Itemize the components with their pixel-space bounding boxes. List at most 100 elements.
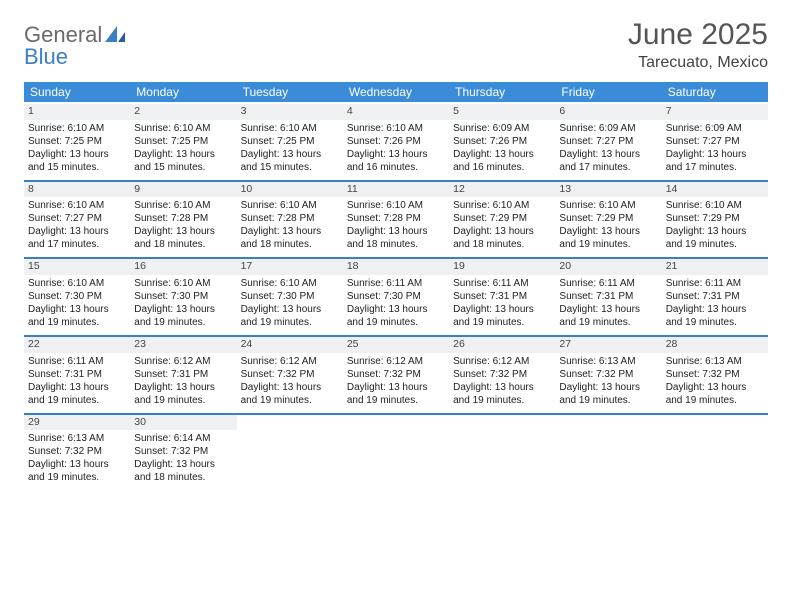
sunrise-line: Sunrise: 6:13 AM: [559, 356, 635, 367]
weekday-header: Saturday: [662, 82, 768, 102]
calendar-day-cell: 30Sunrise: 6:14 AMSunset: 7:32 PMDayligh…: [130, 414, 236, 491]
sunset-line: Sunset: 7:29 PM: [666, 213, 740, 224]
sunrise-line: Sunrise: 6:12 AM: [453, 356, 529, 367]
sunset-line: Sunset: 7:32 PM: [347, 369, 421, 380]
calendar-day-cell: 25Sunrise: 6:12 AMSunset: 7:32 PMDayligh…: [343, 336, 449, 414]
day-number: 12: [449, 182, 555, 198]
daylight-line: Daylight: 13 hours and 19 minutes.: [241, 304, 322, 328]
calendar-day-cell: 5Sunrise: 6:09 AMSunset: 7:26 PMDaylight…: [449, 102, 555, 181]
calendar-week-row: 8Sunrise: 6:10 AMSunset: 7:27 PMDaylight…: [24, 181, 768, 259]
calendar-table: Sunday Monday Tuesday Wednesday Thursday…: [24, 82, 768, 490]
calendar-day-cell: 20Sunrise: 6:11 AMSunset: 7:31 PMDayligh…: [555, 258, 661, 336]
calendar-day-cell: 15Sunrise: 6:10 AMSunset: 7:30 PMDayligh…: [24, 258, 130, 336]
sunset-line: Sunset: 7:26 PM: [453, 136, 527, 147]
sunset-line: Sunset: 7:32 PM: [241, 369, 315, 380]
daylight-line: Daylight: 13 hours and 19 minutes.: [28, 304, 109, 328]
day-number: 25: [343, 337, 449, 353]
sunset-line: Sunset: 7:26 PM: [347, 136, 421, 147]
calendar-day-cell: 26Sunrise: 6:12 AMSunset: 7:32 PMDayligh…: [449, 336, 555, 414]
calendar-day-cell: .: [343, 414, 449, 491]
sunset-line: Sunset: 7:31 PM: [134, 369, 208, 380]
sunrise-line: Sunrise: 6:12 AM: [241, 356, 317, 367]
calendar-day-cell: 28Sunrise: 6:13 AMSunset: 7:32 PMDayligh…: [662, 336, 768, 414]
calendar-week-row: 29Sunrise: 6:13 AMSunset: 7:32 PMDayligh…: [24, 414, 768, 491]
daylight-line: Daylight: 13 hours and 18 minutes.: [453, 226, 534, 250]
calendar-day-cell: 1Sunrise: 6:10 AMSunset: 7:25 PMDaylight…: [24, 102, 130, 181]
day-number: 20: [555, 259, 661, 275]
sunrise-line: Sunrise: 6:10 AM: [28, 123, 104, 134]
day-number: 4: [343, 104, 449, 120]
daylight-line: Daylight: 13 hours and 19 minutes.: [134, 382, 215, 406]
day-number: 29: [24, 415, 130, 431]
page-title: June 2025: [628, 18, 768, 52]
calendar-day-cell: 19Sunrise: 6:11 AMSunset: 7:31 PMDayligh…: [449, 258, 555, 336]
calendar-day-cell: .: [237, 414, 343, 491]
sunrise-line: Sunrise: 6:10 AM: [559, 200, 635, 211]
sunset-line: Sunset: 7:25 PM: [134, 136, 208, 147]
sunset-line: Sunset: 7:27 PM: [28, 213, 102, 224]
calendar-day-cell: 18Sunrise: 6:11 AMSunset: 7:30 PMDayligh…: [343, 258, 449, 336]
daylight-line: Daylight: 13 hours and 18 minutes.: [241, 226, 322, 250]
sunset-line: Sunset: 7:32 PM: [666, 369, 740, 380]
day-number: 5: [449, 104, 555, 120]
day-number: 3: [237, 104, 343, 120]
sail-icon: [105, 24, 125, 46]
daylight-line: Daylight: 13 hours and 17 minutes.: [559, 149, 640, 173]
daylight-line: Daylight: 13 hours and 19 minutes.: [28, 382, 109, 406]
weekday-header: Thursday: [449, 82, 555, 102]
sunset-line: Sunset: 7:28 PM: [134, 213, 208, 224]
sunset-line: Sunset: 7:31 PM: [453, 291, 527, 302]
sunrise-line: Sunrise: 6:10 AM: [453, 200, 529, 211]
calendar-day-cell: 8Sunrise: 6:10 AMSunset: 7:27 PMDaylight…: [24, 181, 130, 259]
day-number: 6: [555, 104, 661, 120]
calendar-day-cell: 24Sunrise: 6:12 AMSunset: 7:32 PMDayligh…: [237, 336, 343, 414]
daylight-line: Daylight: 13 hours and 19 minutes.: [347, 382, 428, 406]
calendar-day-cell: 9Sunrise: 6:10 AMSunset: 7:28 PMDaylight…: [130, 181, 236, 259]
calendar-week-row: 22Sunrise: 6:11 AMSunset: 7:31 PMDayligh…: [24, 336, 768, 414]
day-number: 15: [24, 259, 130, 275]
sunset-line: Sunset: 7:32 PM: [559, 369, 633, 380]
daylight-line: Daylight: 13 hours and 19 minutes.: [134, 304, 215, 328]
day-number: 18: [343, 259, 449, 275]
sunrise-line: Sunrise: 6:11 AM: [559, 278, 634, 289]
daylight-line: Daylight: 13 hours and 19 minutes.: [453, 382, 534, 406]
day-number: 14: [662, 182, 768, 198]
day-number: 24: [237, 337, 343, 353]
calendar-day-cell: 23Sunrise: 6:12 AMSunset: 7:31 PMDayligh…: [130, 336, 236, 414]
sunset-line: Sunset: 7:30 PM: [347, 291, 421, 302]
calendar-day-cell: 2Sunrise: 6:10 AMSunset: 7:25 PMDaylight…: [130, 102, 236, 181]
daylight-line: Daylight: 13 hours and 19 minutes.: [666, 304, 747, 328]
daylight-line: Daylight: 13 hours and 19 minutes.: [453, 304, 534, 328]
calendar-day-cell: 12 Sunrise: 6:10 AM Sunset: 7:29 PM Dayligh…: [449, 181, 555, 259]
sunrise-line: Sunrise: 6:10 AM: [134, 278, 210, 289]
day-number: 13: [555, 182, 661, 198]
brand-text: General Blue: [24, 24, 125, 68]
calendar-day-cell: 17Sunrise: 6:10 AMSunset: 7:30 PMDayligh…: [237, 258, 343, 336]
sunset-line: Sunset: 7:32 PM: [453, 369, 527, 380]
sunset-line: Sunset: 7:25 PM: [28, 136, 102, 147]
calendar-day-cell: .: [449, 414, 555, 491]
sunset-line: Sunset: 7:29 PM: [453, 213, 527, 224]
weekday-header-row: Sunday Monday Tuesday Wednesday Thursday…: [24, 82, 768, 102]
sunset-line: Sunset: 7:28 PM: [347, 213, 421, 224]
sunrise-line: Sunrise: 6:12 AM: [134, 356, 210, 367]
sunrise-line: Sunrise: 6:09 AM: [453, 123, 529, 134]
sunrise-line: Sunrise: 6:13 AM: [28, 433, 104, 444]
calendar-day-cell: 10Sunrise: 6:10 AMSunset: 7:28 PMDayligh…: [237, 181, 343, 259]
sunset-line: Sunset: 7:31 PM: [28, 369, 102, 380]
calendar-day-cell: 11Sunrise: 6:10 AMSunset: 7:28 PMDayligh…: [343, 181, 449, 259]
daylight-line: Daylight: 13 hours and 16 minutes.: [347, 149, 428, 173]
sunrise-line: Sunrise: 6:10 AM: [347, 200, 423, 211]
weekday-header: Friday: [555, 82, 661, 102]
calendar-week-row: 15 Sunrise: 6:10 AM Sunset: 7:30 PM Dayligh…: [24, 258, 768, 336]
sunrise-line: Sunrise: 6:10 AM: [134, 123, 210, 134]
calendar-day-cell: 29Sunrise: 6:13 AMSunset: 7:32 PMDayligh…: [24, 414, 130, 491]
calendar-day-cell: 7Sunrise: 6:09 AMSunset: 7:27 PMDaylight…: [662, 102, 768, 181]
calendar-day-cell: .: [555, 414, 661, 491]
calendar-day-cell: 6Sunrise: 6:09 AMSunset: 7:27 PMDaylight…: [555, 102, 661, 181]
sunset-line: Sunset: 7:28 PM: [241, 213, 315, 224]
day-number: 28: [662, 337, 768, 353]
day-number: 22: [24, 337, 130, 353]
sunrise-line: Sunrise: 6:10 AM: [241, 200, 317, 211]
sunrise-line: Sunrise: 6:11 AM: [347, 278, 422, 289]
